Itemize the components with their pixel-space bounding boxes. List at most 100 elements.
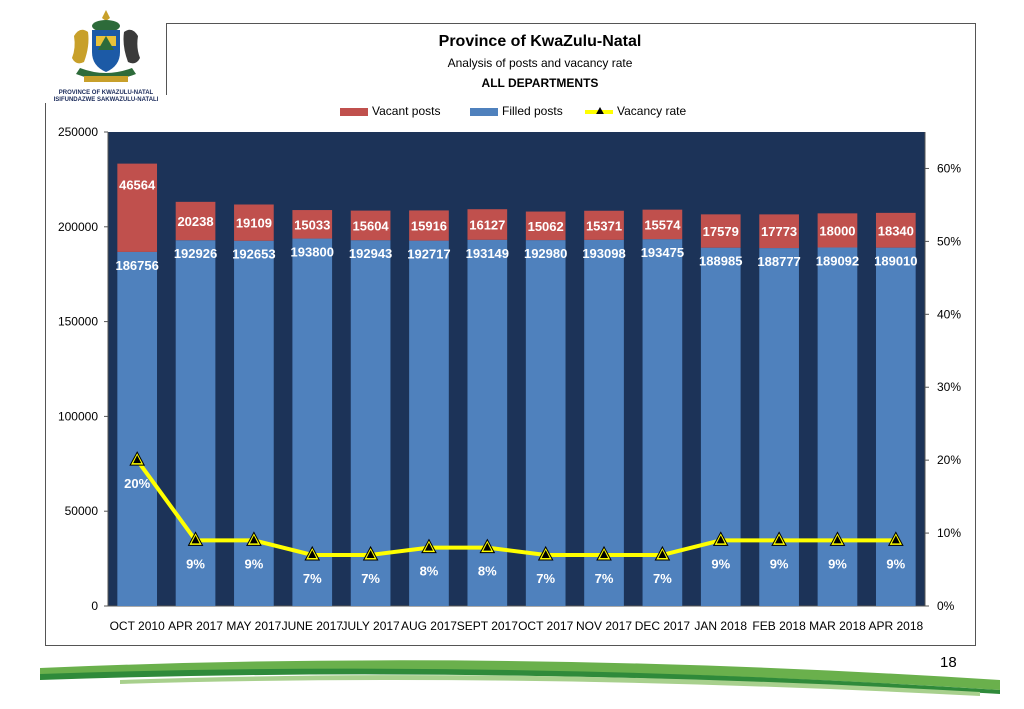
- bar-filled-posts: [292, 238, 333, 606]
- chart-frame-top: [166, 23, 976, 124]
- x-tick-label: DEC 2017: [635, 619, 691, 633]
- vacancy-rate-marker-inner: [249, 535, 258, 544]
- bar-vacant-posts: [584, 210, 624, 240]
- x-tick-label: JAN 2018: [694, 619, 747, 633]
- data-label-filled-posts: 189092: [816, 253, 859, 268]
- vacancy-rate-marker-inner: [424, 542, 433, 551]
- page-number: 18: [940, 654, 957, 671]
- data-label-vacant-posts: 18000: [819, 223, 855, 238]
- data-label-filled-posts: 189010: [874, 254, 917, 269]
- vacancy-rate-marker-inner: [891, 535, 900, 544]
- y-left-tick-label: 150000: [58, 315, 98, 329]
- data-label-filled-posts: 192717: [407, 247, 450, 262]
- bar-filled-posts: [117, 251, 158, 606]
- data-label-vacant-posts: 15371: [586, 218, 622, 233]
- bar-vacant-posts: [525, 211, 566, 241]
- data-label-vacant-posts: 20238: [177, 214, 213, 229]
- vacancy-rate-marker-inner: [191, 535, 200, 544]
- bar-vacant-posts: [350, 210, 391, 241]
- data-label-vacant-posts: 16127: [469, 218, 505, 233]
- bar-vacant-posts: [642, 209, 683, 240]
- data-label-vacancy-rate: 7%: [536, 571, 555, 586]
- bar-filled-posts: [175, 240, 216, 606]
- data-label-vacant-posts: 15916: [411, 219, 447, 234]
- data-label-filled-posts: 192926: [174, 246, 217, 261]
- bar-filled-posts: [584, 239, 624, 607]
- legend-swatch-vacant: [340, 108, 368, 116]
- data-label-vacant-posts: 15574: [644, 217, 681, 232]
- data-label-vacancy-rate: 9%: [770, 556, 789, 571]
- bar-filled-posts: [350, 240, 391, 607]
- logo-caption-zulu: ISIFUNDAZWE SAKWAZULU-NATALI: [53, 97, 159, 103]
- data-label-filled-posts: 188777: [757, 254, 800, 269]
- bar-vacant-posts: [175, 201, 216, 241]
- x-tick-label: JULY 2017: [341, 619, 400, 633]
- data-label-filled-posts: 192653: [232, 247, 275, 262]
- legend-label-vacant: Vacant posts: [372, 104, 441, 118]
- bar-filled-posts: [642, 239, 683, 607]
- provincial-coat-of-arms-logo: PROVINCE OF KWAZULU-NATAL ISIFUNDAZWE SA…: [44, 6, 168, 106]
- chart-frame-left-lower: [45, 103, 46, 646]
- logo-caption-english: PROVINCE OF KWAZULU-NATAL: [58, 90, 154, 96]
- vacancy-rate-line: [135, 458, 896, 557]
- x-tick-label: FEB 2018: [752, 619, 806, 633]
- x-tick-label: APR 2017: [168, 619, 223, 633]
- bar-filled-posts: [817, 247, 858, 606]
- data-label-filled-posts: 193475: [641, 245, 684, 260]
- bar-vacant-posts: [817, 213, 858, 248]
- x-tick-label: MAR 2018: [809, 619, 866, 633]
- y-left-tick-label: 250000: [58, 125, 98, 139]
- data-label-vacant-posts: 46564: [119, 178, 156, 193]
- data-label-filled-posts: 193149: [466, 246, 509, 261]
- chart-subtitle: Analysis of posts and vacancy rate: [447, 56, 633, 70]
- x-tick-label: APR 2018: [868, 619, 923, 633]
- data-label-vacant-posts: 19109: [236, 216, 272, 231]
- x-tick-label: JUNE 2017: [282, 619, 344, 633]
- data-label-vacancy-rate: 8%: [478, 564, 497, 579]
- data-label-filled-posts: 193098: [582, 246, 625, 261]
- bar-vacant-posts: [700, 214, 741, 248]
- data-label-vacancy-rate: 9%: [711, 556, 730, 571]
- bar-vacant-posts: [117, 163, 158, 252]
- legend-label-filled: Filled posts: [502, 104, 563, 118]
- y-left-tick-label: 0: [91, 599, 98, 613]
- data-label-vacant-posts: 17773: [761, 224, 797, 239]
- data-label-vacant-posts: 18340: [878, 223, 914, 238]
- bar-filled-posts: [875, 247, 916, 607]
- data-label-vacant-posts: 15604: [353, 218, 390, 233]
- bar-vacant-posts: [875, 212, 916, 248]
- data-label-vacancy-rate: 9%: [828, 556, 847, 571]
- vacancy-rate-marker-inner: [366, 549, 375, 558]
- y-right-tick-label: 20%: [937, 453, 961, 467]
- data-label-vacancy-rate: 7%: [361, 571, 380, 586]
- vacancy-rate-marker-inner: [775, 535, 784, 544]
- bar-vacant-posts: [467, 209, 508, 240]
- chart-frame-bottom: [45, 645, 976, 646]
- data-label-filled-posts: 188985: [699, 254, 742, 269]
- coat-of-arms-icon: [72, 10, 140, 82]
- data-label-vacancy-rate: 20%: [124, 476, 150, 491]
- y-left-tick-label: 200000: [58, 220, 98, 234]
- y-right-tick-label: 50%: [937, 234, 961, 248]
- y-left-tick-label: 100000: [58, 409, 98, 423]
- chart-frame-right: [975, 23, 976, 646]
- legend-swatch-vacancy-rate: [585, 107, 613, 114]
- data-label-vacancy-rate: 9%: [186, 556, 205, 571]
- vacancy-rate-marker-inner: [658, 549, 667, 558]
- chart-frame-left-upper: [166, 23, 167, 95]
- y-right-tick-label: 0%: [937, 599, 955, 613]
- bar-vacant-posts: [292, 210, 333, 239]
- data-label-vacancy-rate: 9%: [886, 556, 905, 571]
- data-label-vacant-posts: 15033: [294, 217, 330, 232]
- y-right-tick-label: 10%: [937, 526, 961, 540]
- bar-vacant-posts: [759, 214, 799, 249]
- vacancy-rate-marker-inner: [308, 549, 317, 558]
- vacancy-rate-marker-inner: [541, 549, 550, 558]
- vacancy-rate-marker-inner: [600, 549, 609, 558]
- data-label-vacancy-rate: 8%: [420, 564, 439, 579]
- bar-filled-posts: [759, 248, 799, 607]
- bar-filled-posts: [234, 240, 274, 606]
- vacancy-rate-marker-inner: [833, 535, 842, 544]
- data-label-vacancy-rate: 7%: [653, 571, 672, 586]
